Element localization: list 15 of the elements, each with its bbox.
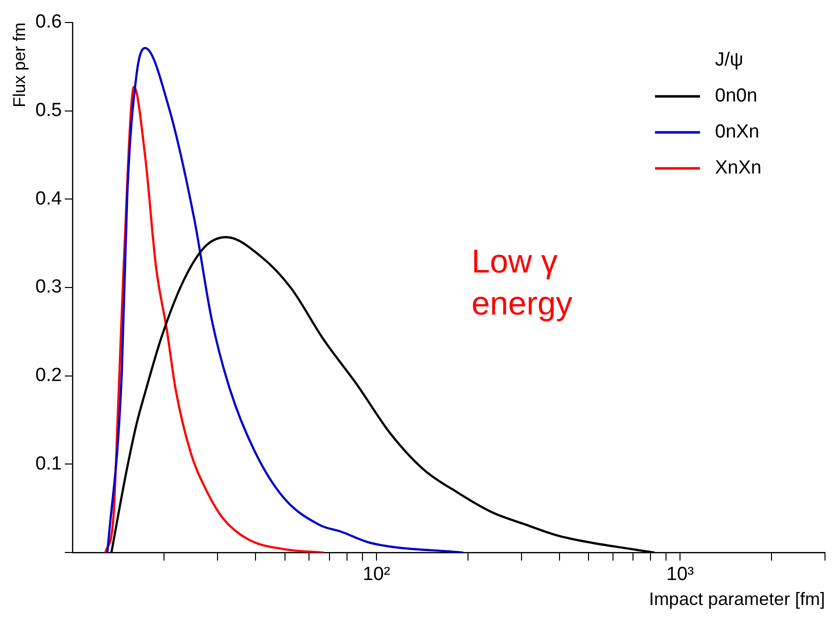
y-tick-label: 0.2 — [35, 365, 62, 386]
x-tick-label: 10² — [362, 564, 390, 586]
y-tick-label: 0.6 — [35, 12, 62, 33]
y-tick-label: 0.5 — [35, 100, 62, 121]
y-tick-label: 0.1 — [35, 453, 62, 474]
y-tick-label: 0.4 — [35, 188, 62, 210]
x-tick-label: 10³ — [666, 564, 694, 586]
x-axis-title: Impact parameter [fm] — [648, 589, 825, 610]
legend-label: 0nXn — [715, 122, 760, 143]
legend-label: XnXn — [715, 158, 762, 179]
legend-label: 0n0n — [715, 86, 758, 107]
annotation: Low γ energy — [471, 242, 573, 322]
y-axis-title: Flux per fm — [10, 22, 29, 108]
y-tick-label: 0.3 — [35, 276, 62, 298]
legend-title: J/ψ — [715, 50, 744, 71]
